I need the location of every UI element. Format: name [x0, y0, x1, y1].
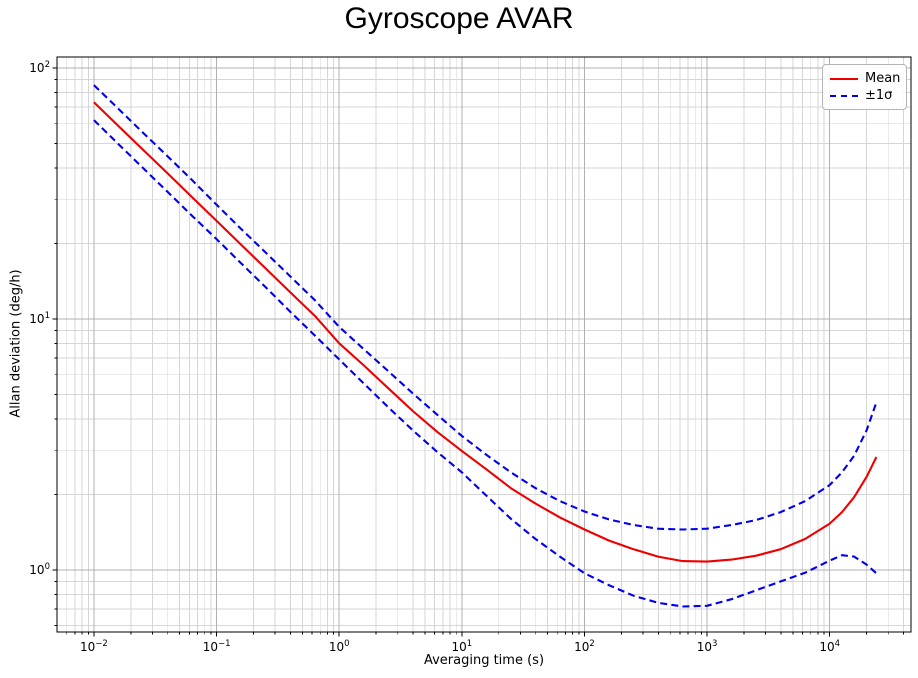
x-tick-label: 10−2: [80, 639, 108, 654]
legend-label-sigma: ±1σ: [865, 88, 893, 103]
legend-line-sample-sigma: [830, 95, 858, 97]
plot-border: [56, 56, 912, 633]
y-axis-label: Allan deviation (deg/h): [8, 269, 24, 418]
legend-line-sample-mean: [830, 78, 858, 80]
x-tick-label: 100: [329, 639, 350, 654]
legend-label-mean: Mean: [865, 71, 901, 86]
y-tick-label: 101: [29, 311, 50, 326]
y-tick-label: 100: [29, 562, 50, 577]
y-tick-label: 102: [29, 60, 50, 75]
x-tick-label: 10−1: [203, 639, 231, 654]
legend-entry-mean: Mean: [830, 72, 900, 86]
x-tick-label: 101: [451, 639, 472, 654]
series-mean: [93, 101, 878, 563]
x-tick-label: 104: [819, 639, 840, 654]
x-axis-label: Averaging time (s): [423, 653, 545, 668]
legend: Mean ±1σ: [822, 64, 907, 110]
x-tick-label: 103: [697, 639, 718, 654]
series--1sigma: [93, 119, 878, 608]
legend-entry-sigma: ±1σ: [830, 89, 900, 103]
series--1sigma: [93, 84, 878, 531]
chart-title: Gyroscope AVAR: [344, 2, 574, 35]
x-tick-label: 102: [574, 639, 595, 654]
